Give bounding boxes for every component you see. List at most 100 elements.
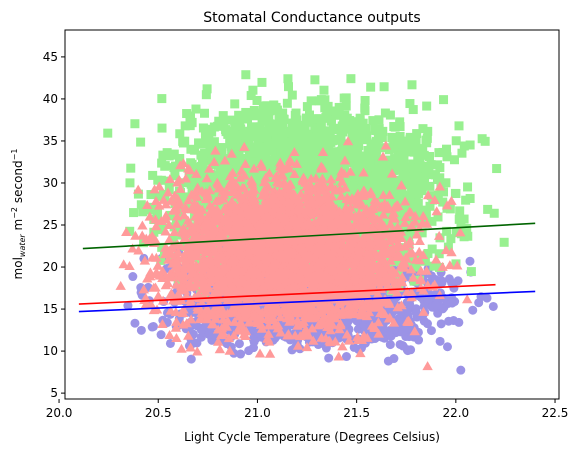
point — [289, 133, 299, 143]
point — [260, 106, 270, 116]
point — [334, 110, 344, 120]
point — [162, 148, 172, 158]
point — [218, 181, 228, 191]
point — [257, 77, 267, 87]
point — [439, 187, 449, 197]
point — [224, 345, 235, 355]
point — [424, 161, 434, 171]
point — [136, 137, 146, 147]
point — [436, 319, 446, 329]
point — [333, 147, 343, 157]
point — [266, 140, 276, 150]
point — [334, 102, 344, 112]
point — [455, 206, 465, 216]
point — [196, 191, 206, 201]
point — [264, 119, 274, 129]
point — [204, 329, 214, 339]
point — [251, 128, 261, 138]
point — [271, 134, 281, 144]
point — [242, 154, 252, 164]
point — [438, 304, 448, 314]
point — [169, 227, 180, 237]
point — [355, 184, 365, 194]
point — [264, 111, 274, 121]
point — [167, 150, 177, 160]
point — [336, 132, 346, 142]
point — [139, 238, 149, 248]
point — [422, 101, 432, 111]
point — [398, 190, 408, 200]
point — [291, 122, 301, 132]
point — [191, 104, 201, 114]
point — [325, 174, 337, 184]
point — [354, 133, 364, 143]
point — [409, 163, 419, 173]
point — [439, 95, 449, 105]
point — [234, 110, 244, 120]
point — [368, 116, 378, 126]
point — [374, 115, 384, 125]
point — [292, 340, 304, 350]
point — [461, 195, 471, 205]
point — [282, 98, 292, 108]
point — [206, 180, 216, 190]
point — [383, 356, 393, 366]
point — [130, 119, 140, 129]
point — [201, 90, 211, 100]
point — [249, 105, 259, 115]
point — [405, 132, 415, 142]
point — [431, 300, 441, 310]
point — [331, 196, 341, 206]
point — [144, 211, 156, 221]
point — [287, 90, 297, 100]
point — [366, 82, 376, 92]
point — [187, 118, 197, 128]
point — [157, 123, 167, 133]
point — [347, 175, 357, 185]
point — [395, 117, 405, 127]
point — [292, 115, 302, 125]
point — [390, 189, 400, 199]
point — [407, 80, 417, 90]
point — [418, 163, 428, 173]
point — [226, 148, 237, 158]
point — [115, 280, 126, 290]
point — [316, 95, 326, 105]
point — [349, 342, 359, 352]
point — [451, 228, 461, 238]
point — [384, 145, 394, 155]
point — [279, 114, 289, 124]
series-3 — [115, 136, 473, 371]
point — [164, 184, 174, 194]
point — [187, 183, 197, 193]
point — [480, 136, 490, 146]
point — [338, 127, 348, 137]
point — [408, 105, 418, 115]
point — [338, 161, 348, 171]
point — [261, 143, 271, 153]
point — [389, 325, 399, 335]
point — [387, 132, 397, 142]
point — [233, 155, 243, 165]
point — [269, 155, 279, 165]
point — [322, 110, 332, 120]
point — [433, 160, 443, 170]
point — [316, 118, 326, 128]
point — [232, 143, 242, 153]
point — [447, 278, 457, 288]
point — [346, 74, 356, 84]
point — [416, 292, 426, 302]
point — [412, 187, 422, 197]
point — [165, 210, 175, 220]
point — [207, 197, 217, 207]
point — [348, 125, 358, 135]
point — [298, 150, 308, 160]
point — [468, 305, 478, 315]
point — [349, 120, 359, 130]
point — [213, 188, 223, 198]
point — [180, 121, 190, 131]
point — [454, 121, 464, 131]
point — [413, 152, 423, 162]
point — [434, 249, 444, 259]
